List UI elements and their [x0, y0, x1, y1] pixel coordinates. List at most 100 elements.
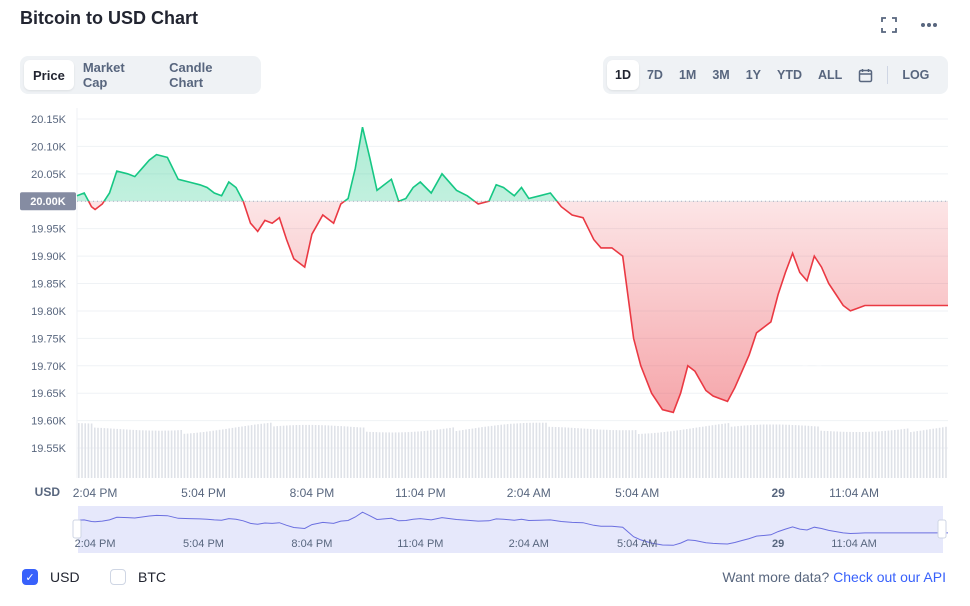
volume-bar: [554, 427, 557, 478]
volume-bar: [404, 432, 406, 478]
volume-bar: [417, 431, 419, 478]
volume-bar: [164, 430, 166, 478]
volume-bar: [695, 427, 698, 478]
api-link[interactable]: Check out our API: [833, 569, 946, 585]
volume-bar: [766, 424, 768, 478]
volume-bar: [497, 425, 499, 478]
volume-bar: [593, 429, 595, 478]
volume-bar: [782, 424, 784, 478]
volume-bar: [266, 423, 269, 478]
volume-bar: [650, 433, 653, 478]
volume-bar: [314, 425, 317, 478]
volume-bar: [551, 426, 554, 478]
volume-bar: [900, 429, 902, 478]
watermark-text: CoinMarketCap: [826, 367, 936, 384]
navigator-handle-left[interactable]: [72, 519, 82, 539]
volume-bar: [298, 425, 301, 478]
volume-bar: [318, 425, 320, 478]
y-tick-label: 19.95K: [31, 224, 67, 236]
volume-bar: [180, 430, 182, 478]
volume-bar: [609, 430, 611, 478]
volume-bar: [810, 426, 813, 478]
navigator-handle-right[interactable]: [937, 519, 947, 539]
volume-bar: [615, 430, 618, 478]
x-tick-label: 5:04 PM: [181, 486, 226, 500]
volume-bar: [574, 428, 576, 478]
tab-market-cap[interactable]: Market Cap: [82, 60, 125, 90]
navigator-window[interactable]: [78, 506, 943, 553]
volume-bar: [84, 423, 86, 478]
volume-bar: [158, 430, 160, 478]
price-chart[interactable]: 20.15K 20.10K 20.05K 19.95K 19.90K 19.85K 19.8…: [0, 0, 970, 560]
tab-price[interactable]: Price: [24, 60, 74, 90]
log-scale-toggle[interactable]: LOG: [902, 68, 930, 82]
calendar-icon[interactable]: [850, 60, 881, 90]
area-above-baseline: [77, 127, 948, 202]
volume-bar: [378, 432, 381, 478]
volume-bar: [791, 425, 794, 478]
volume-bar: [890, 430, 893, 478]
more-dots-icon[interactable]: [918, 14, 940, 36]
currency-option-btc[interactable]: BTC: [110, 569, 166, 585]
range-navigator[interactable]: 2:04 PM 5:04 PM 8:04 PM 11:04 PM 2:04 AM 5:04…: [72, 506, 948, 553]
volume-bar: [865, 431, 867, 478]
range-3m[interactable]: 3M: [712, 68, 730, 82]
volume-bar: [170, 430, 173, 478]
range-ytd[interactable]: YTD: [777, 68, 803, 82]
x-tick-label: 2:04 AM: [507, 486, 551, 500]
volume-bar: [308, 424, 310, 478]
volume-bar: [718, 424, 720, 478]
btc-checkbox[interactable]: [110, 569, 126, 585]
range-1m[interactable]: 1M: [678, 68, 697, 82]
volume-bar: [455, 431, 458, 478]
price-line-down: [87, 201, 948, 414]
range-1d[interactable]: 1D: [607, 60, 639, 90]
price-areas: [77, 127, 948, 413]
volume-bar: [570, 427, 573, 478]
volume-bar: [215, 430, 218, 478]
volume-bar: [282, 425, 285, 478]
volume-bar: [375, 432, 378, 478]
coinmarketcap-logo-icon: [799, 361, 825, 387]
volume-bar: [391, 432, 394, 478]
volume-bar: [705, 426, 707, 478]
btc-label: BTC: [138, 569, 166, 585]
volume-bar: [343, 426, 346, 478]
volume-bar: [942, 427, 944, 478]
volume-bar: [474, 428, 477, 478]
navigator-label: 8:04 PM: [291, 538, 332, 550]
tab-candle-chart[interactable]: Candle Chart: [169, 60, 213, 90]
volume-bar: [714, 424, 717, 478]
volume-bar: [174, 430, 176, 478]
usd-checkbox[interactable]: ✓: [22, 569, 38, 585]
volume-bar: [788, 424, 790, 478]
volume-bar: [794, 425, 797, 478]
volume-bar: [871, 431, 874, 478]
volume-bar: [881, 431, 883, 478]
volume-bar: [826, 431, 829, 478]
volume-bar: [510, 423, 512, 478]
volume-bar: [775, 424, 778, 478]
volume-bar: [657, 432, 659, 478]
volume-bar: [689, 428, 691, 478]
x-tick-label: 2:04 PM: [73, 486, 118, 500]
navigator-label: 2:04 AM: [509, 538, 549, 550]
volume-bar: [545, 422, 547, 478]
range-1y[interactable]: 1Y: [745, 68, 762, 82]
volume-bar: [622, 430, 624, 478]
volume-bar: [193, 433, 195, 478]
volume-bar: [286, 425, 288, 478]
volume-bar: [142, 430, 144, 478]
volume-bar: [836, 431, 838, 478]
y-tick-label: 19.55K: [31, 443, 67, 455]
range-7d[interactable]: 7D: [646, 68, 663, 82]
currency-option-usd[interactable]: ✓ USD: [22, 569, 80, 585]
volume-bar: [839, 431, 842, 478]
fullscreen-icon[interactable]: [878, 14, 900, 36]
volume-bar: [858, 432, 861, 478]
volume-bar: [190, 433, 192, 478]
volume-bar: [122, 429, 125, 478]
y-tick-label: 19.75K: [31, 333, 67, 345]
range-all[interactable]: ALL: [818, 68, 843, 82]
volume-bar: [276, 426, 278, 478]
